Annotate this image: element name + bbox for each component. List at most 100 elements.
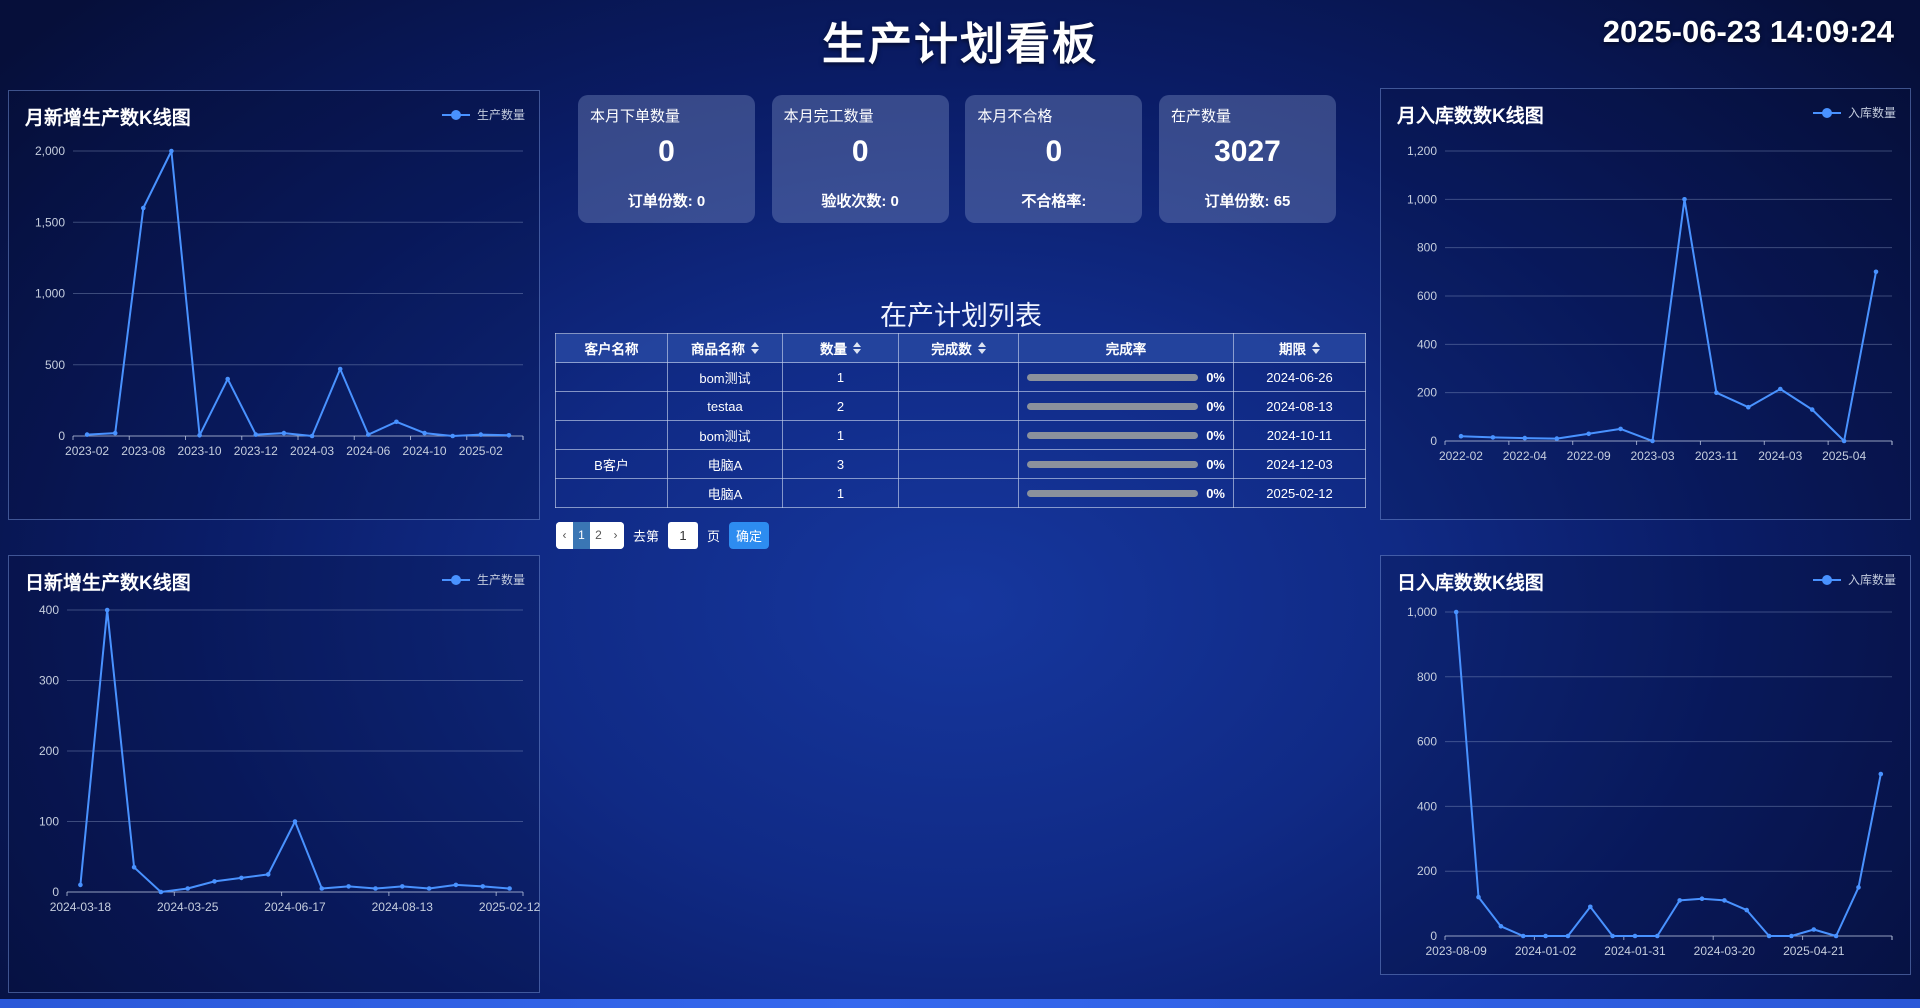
svg-text:2023-03: 2023-03 — [1631, 449, 1675, 463]
pagination: ‹12› 去第 页 确定 — [556, 522, 770, 549]
panel-monthly-production: 月新增生产数K线图 生产数量 0 500 1,000 1,500 2,000 2023-0… — [8, 90, 540, 520]
kpi-label: 本月下单数量 — [590, 108, 681, 125]
svg-text:2,000: 2,000 — [35, 144, 65, 158]
svg-text:500: 500 — [45, 358, 65, 372]
svg-text:2025-04-21: 2025-04-21 — [1783, 944, 1845, 958]
svg-text:2024-03: 2024-03 — [290, 444, 334, 458]
legend-line-icon — [441, 109, 470, 120]
page-next-button[interactable]: › — [607, 522, 624, 549]
progress-percent: 0% — [1206, 456, 1225, 472]
svg-text:2022-04: 2022-04 — [1503, 449, 1547, 463]
table-cell — [555, 362, 668, 392]
svg-text:2024-03: 2024-03 — [1758, 449, 1802, 463]
plan-table-body: bom测试 1 0% 2024-06-26 testaa 2 0% 2024-08-13 bom… — [555, 362, 1366, 508]
kpi-card-completed: 本月完工数量 0 验收次数: 0 — [771, 95, 949, 223]
sort-icon[interactable] — [853, 342, 861, 354]
column-label: 完成率 — [1105, 342, 1147, 357]
table-row: bom测试 1 0% 2024-10-11 — [555, 420, 1366, 450]
column-header-完成数[interactable]: 完成数 — [898, 333, 1019, 363]
deadline-cell: 2024-06-26 — [1233, 362, 1366, 392]
legend-monthly-inbound[interactable]: 入库数量 — [1812, 104, 1896, 121]
goto-prefix-label: 去第 — [633, 529, 660, 544]
svg-text:2023-10: 2023-10 — [178, 444, 222, 458]
progress-bar — [1027, 373, 1199, 381]
table-cell — [555, 420, 668, 450]
page-button-2[interactable]: 2 — [590, 522, 607, 549]
kpi-card-row: 本月下单数量 0 订单份数: 0 本月完工数量 0 验收次数: 0 本月不合格 … — [578, 95, 1336, 223]
svg-text:1,500: 1,500 — [35, 215, 65, 229]
svg-text:0: 0 — [58, 429, 65, 443]
goto-confirm-button[interactable]: 确定 — [729, 522, 770, 549]
svg-text:1,200: 1,200 — [1407, 144, 1437, 158]
kpi-card-orders: 本月下单数量 0 订单份数: 0 — [578, 95, 755, 223]
legend-label: 生产数量 — [476, 573, 525, 587]
column-header-客户名称: 客户名称 — [555, 333, 668, 363]
kpi-footer: 订单份数: 0 — [627, 193, 706, 210]
svg-text:800: 800 — [1417, 670, 1437, 684]
svg-text:2022-09: 2022-09 — [1567, 449, 1611, 463]
column-header-数量[interactable]: 数量 — [782, 333, 899, 363]
deadline-cell: 2025-02-12 — [1233, 478, 1366, 508]
table-row: bom测试 1 0% 2024-06-26 — [555, 362, 1366, 392]
table-cell — [898, 362, 1019, 392]
kpi-value: 0 — [1045, 135, 1063, 168]
goto-suffix-label: 页 — [707, 529, 721, 544]
legend-label: 入库数量 — [1847, 573, 1896, 587]
svg-text:2022-02: 2022-02 — [1439, 449, 1483, 463]
legend-daily-production[interactable]: 生产数量 — [441, 571, 525, 588]
panel-daily-inbound: 日入库数数K线图 入库数量 0 200 400 600 800 1,000 2023-08-… — [1380, 555, 1911, 975]
table-cell: 1 — [782, 420, 899, 450]
column-label: 数量 — [820, 342, 847, 357]
svg-text:2025-02-12: 2025-02-12 — [479, 900, 541, 914]
kpi-footer: 验收次数: 0 — [821, 193, 899, 210]
table-cell: 3 — [782, 449, 899, 479]
line-chart-daily-production: 0 100 200 300 400 2024-03-18 2024-03-25 2024-06… — [39, 603, 541, 914]
table-cell — [898, 478, 1019, 508]
legend-daily-inbound[interactable]: 入库数量 — [1812, 571, 1896, 588]
table-cell — [898, 449, 1019, 479]
progress-bar — [1027, 402, 1199, 410]
column-header-期限[interactable]: 期限 — [1233, 333, 1366, 363]
svg-text:2024-10: 2024-10 — [403, 444, 447, 458]
chart-title-monthly-production: 月新增生产数K线图 — [25, 108, 191, 129]
page-prev-button[interactable]: ‹ — [556, 522, 573, 549]
svg-text:2024-03-20: 2024-03-20 — [1694, 944, 1756, 958]
table-cell: 电脑A — [667, 449, 783, 479]
table-row: testaa 2 0% 2024-08-13 — [555, 391, 1366, 421]
svg-text:2023-11: 2023-11 — [1695, 449, 1738, 463]
kpi-footer: 订单份数: 65 — [1204, 193, 1291, 210]
table-title: 在产计划列表 — [880, 301, 1042, 331]
svg-text:2025-04: 2025-04 — [1822, 449, 1866, 463]
kpi-value: 0 — [851, 135, 869, 168]
sort-icon[interactable] — [977, 342, 986, 354]
svg-text:2025-02: 2025-02 — [459, 444, 503, 458]
svg-text:200: 200 — [39, 744, 59, 758]
sort-icon[interactable] — [751, 342, 759, 354]
column-header-商品名称[interactable]: 商品名称 — [667, 333, 783, 363]
legend-monthly-production[interactable]: 生产数量 — [441, 106, 525, 123]
completion-rate-cell: 0% — [1018, 478, 1234, 508]
svg-text:2024-01-02: 2024-01-02 — [1515, 944, 1577, 958]
deadline-cell: 2024-12-03 — [1233, 449, 1366, 479]
table-cell — [555, 478, 668, 508]
column-header-完成率: 完成率 — [1018, 333, 1234, 363]
sort-icon[interactable] — [1312, 342, 1320, 354]
svg-text:400: 400 — [1417, 337, 1437, 351]
svg-text:2023-12: 2023-12 — [234, 444, 278, 458]
chart-title-monthly-inbound: 月入库数数K线图 — [1397, 106, 1544, 127]
table-cell: bom测试 — [667, 420, 783, 450]
column-label: 商品名称 — [691, 342, 745, 357]
completion-rate-cell: 0% — [1018, 449, 1234, 479]
kpi-label: 本月不合格 — [977, 108, 1053, 125]
progress-bar — [1027, 460, 1199, 468]
goto-page-input[interactable] — [668, 522, 699, 549]
bottom-accent-strip — [0, 999, 1920, 1008]
svg-text:0: 0 — [1430, 434, 1437, 448]
table-cell: bom测试 — [667, 362, 783, 392]
svg-text:300: 300 — [39, 674, 59, 688]
plan-table: 客户名称 商品名称 数量 完成数 完成率 期限 bom测试 1 0% 2024-06-26 tes… — [555, 333, 1366, 508]
svg-text:2024-06-17: 2024-06-17 — [264, 900, 326, 914]
svg-text:600: 600 — [1417, 735, 1437, 749]
page-button-1[interactable]: 1 — [573, 522, 590, 549]
legend-line-icon — [441, 574, 470, 585]
